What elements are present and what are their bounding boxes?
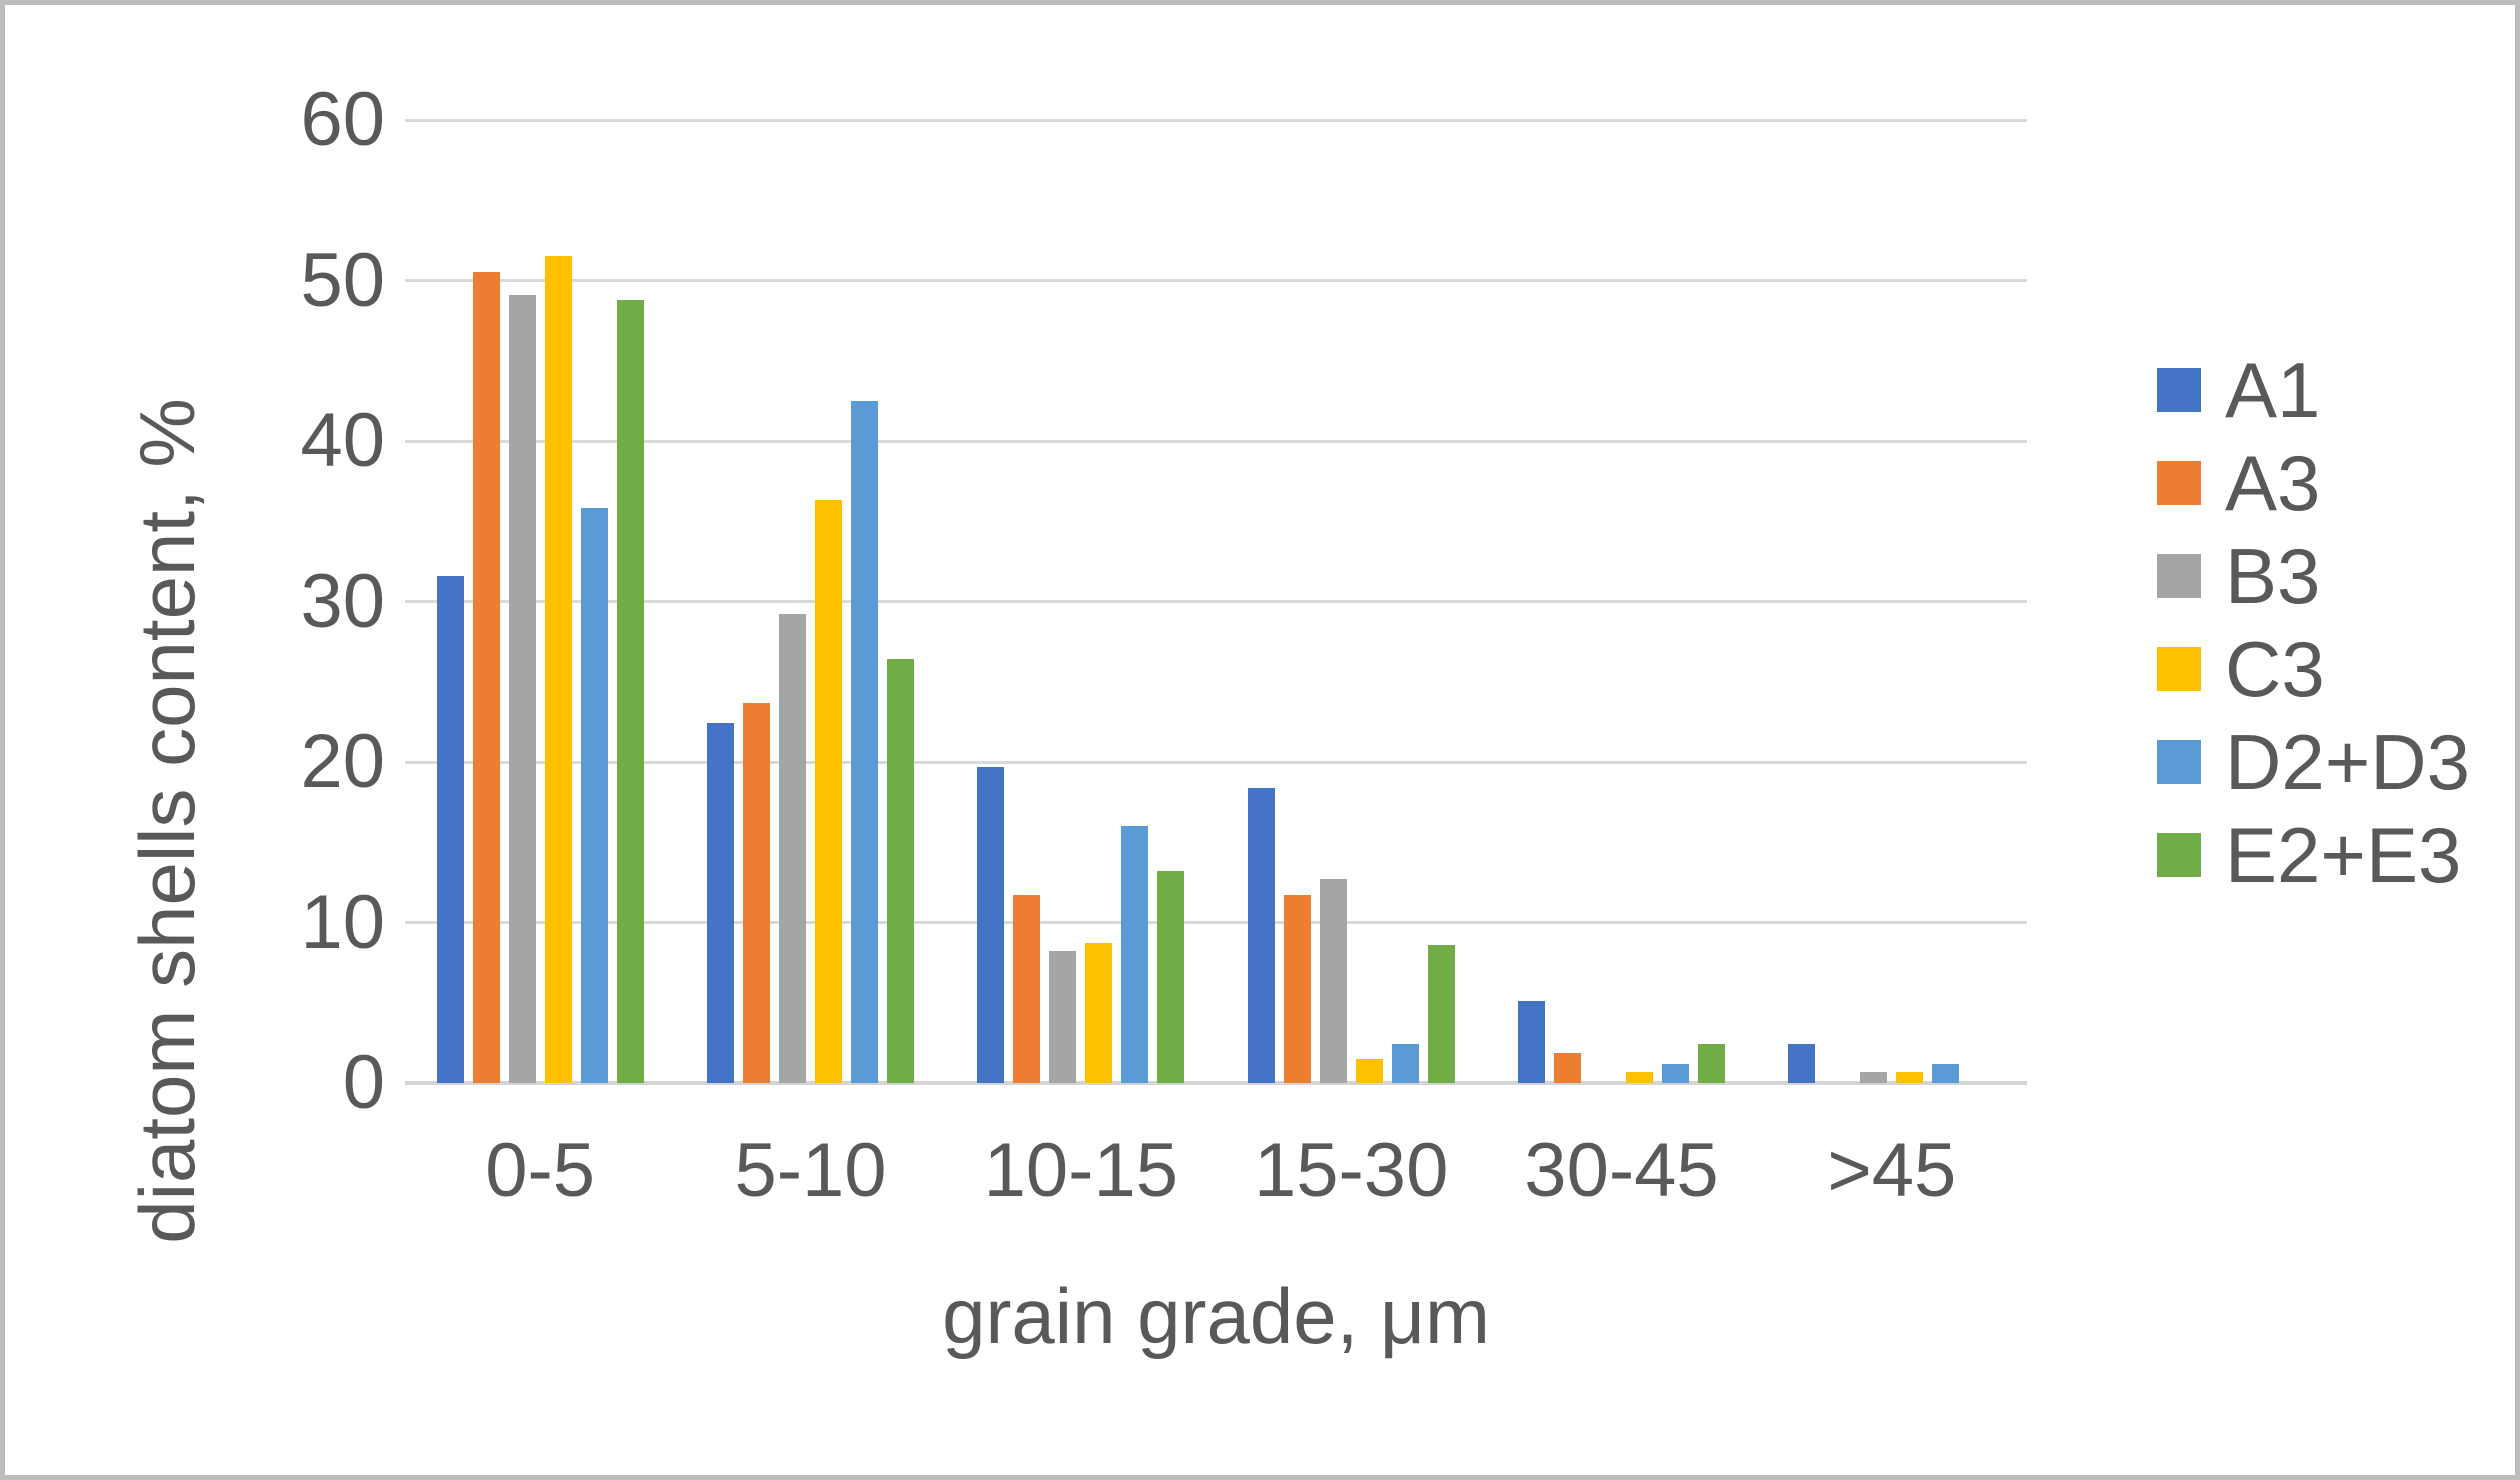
bar-A1-30-45	[1518, 1001, 1545, 1083]
x-axis-title: grain grade, μm	[942, 1272, 1490, 1360]
bar-A1-0-5	[436, 575, 464, 1083]
bar-C3-15-30	[1355, 1058, 1383, 1083]
x-tick-label-10-15: 10-15	[983, 1128, 1179, 1213]
bar-B3-15-30	[1319, 879, 1347, 1083]
bar-E2+E3-15-30	[1427, 944, 1455, 1083]
bar-A1-10-15	[977, 766, 1005, 1083]
gridline-50	[405, 279, 2027, 282]
x-tick-label-15-30: 15-30	[1253, 1128, 1449, 1213]
bar-D2+D3-30-45	[1662, 1063, 1689, 1083]
legend-swatch-icon	[2157, 368, 2201, 412]
bar-A3-10-15	[1013, 895, 1041, 1083]
legend-swatch-icon	[2157, 554, 2201, 598]
x-tick-label->45: >45	[1827, 1128, 1957, 1213]
bar-B3-0-5	[508, 294, 536, 1083]
bar-A3-30-45	[1554, 1052, 1581, 1083]
bar-E2+E3-0-5	[616, 299, 644, 1083]
legend-label: A1	[2225, 346, 2321, 434]
bar-C3-0-5	[544, 256, 572, 1083]
bar-B3-10-15	[1049, 951, 1077, 1083]
bar-D2+D3-15-30	[1391, 1044, 1419, 1083]
bar-E2+E3-10-15	[1157, 871, 1185, 1083]
bar-D2+D3-10-15	[1121, 826, 1149, 1083]
bar-B3->45	[1860, 1071, 1888, 1083]
legend-label: B3	[2225, 532, 2321, 620]
x-tick-label-0-5: 0-5	[485, 1128, 596, 1213]
y-tick-label-60: 60	[300, 77, 385, 162]
bar-A1-15-30	[1247, 787, 1275, 1083]
legend-item-D2+D3: D2+D3	[2157, 723, 2470, 801]
legend-label: A3	[2225, 439, 2321, 527]
plot-area	[405, 118, 2027, 1085]
bar-C3-5-10	[815, 500, 842, 1083]
y-tick-label-40: 40	[300, 398, 385, 483]
x-tick-label-30-45: 30-45	[1524, 1128, 1719, 1213]
legend-swatch-icon	[2157, 461, 2201, 505]
bar-D2+D3-0-5	[580, 508, 608, 1083]
x-axis-line	[405, 1081, 2027, 1085]
y-tick-label-20: 20	[300, 719, 385, 804]
gridline-20	[405, 760, 2027, 764]
bar-A1-5-10	[707, 723, 734, 1083]
legend-item-E2+E3: E2+E3	[2157, 816, 2470, 894]
bar-E2+E3-5-10	[887, 659, 914, 1083]
legend-swatch-icon	[2157, 833, 2201, 877]
legend-item-B3: B3	[2157, 537, 2470, 615]
legend-swatch-icon	[2157, 740, 2201, 784]
bar-A3-15-30	[1283, 895, 1311, 1083]
bar-A3-0-5	[472, 272, 500, 1083]
bar-E2+E3-30-45	[1698, 1044, 1725, 1083]
gridline-30	[405, 600, 2027, 603]
bar-C3-30-45	[1626, 1071, 1653, 1083]
y-tick-label-0: 0	[342, 1040, 385, 1125]
bar-D2+D3-5-10	[851, 400, 878, 1083]
bar-C3-10-15	[1085, 943, 1113, 1083]
y-tick-label-30: 30	[300, 558, 385, 644]
bar-A1->45	[1788, 1044, 1816, 1083]
legend-label: E2+E3	[2225, 811, 2462, 899]
bar-D2+D3->45	[1932, 1063, 1960, 1083]
x-tick-label-5-10: 5-10	[734, 1128, 887, 1213]
gridline-10	[405, 921, 2027, 924]
y-tick-label-10: 10	[300, 879, 385, 965]
legend: A1 A3 B3 C3 D2+D3 E2+E3	[2157, 351, 2470, 921]
bar-B3-5-10	[779, 614, 806, 1083]
legend-item-A1: A1	[2157, 351, 2470, 429]
gridline-40	[405, 439, 2027, 443]
bar-A3-5-10	[743, 702, 770, 1083]
legend-swatch-icon	[2157, 647, 2201, 691]
legend-label: C3	[2225, 625, 2325, 713]
gridline-60	[405, 118, 2027, 122]
legend-label: D2+D3	[2225, 718, 2470, 806]
legend-item-C3: C3	[2157, 630, 2470, 708]
bar-C3->45	[1896, 1071, 1924, 1083]
legend-item-A3: A3	[2157, 444, 2470, 522]
y-tick-label-50: 50	[300, 237, 385, 323]
